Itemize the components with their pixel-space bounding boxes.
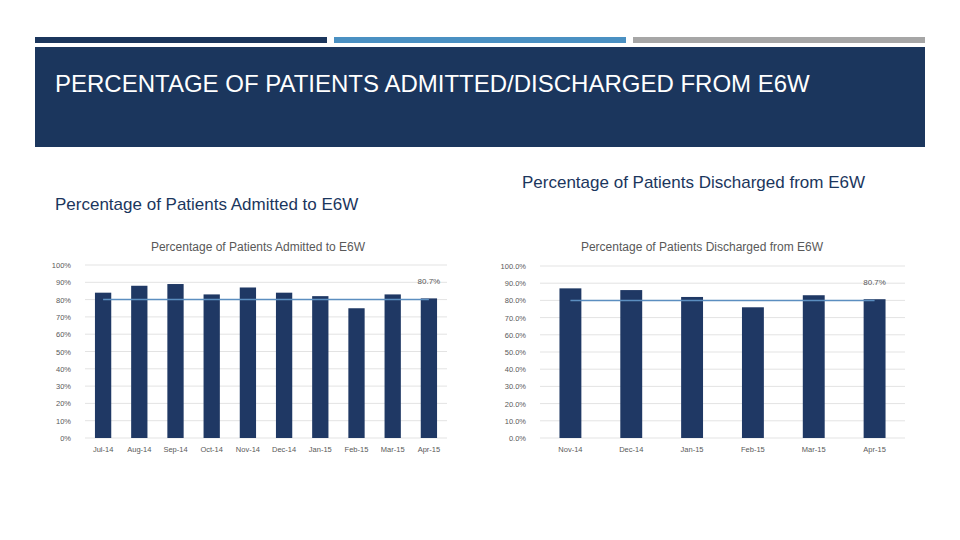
y-tick-label: 90.0% <box>505 279 527 288</box>
y-tick-label: 100% <box>52 261 72 270</box>
x-tick-label: Dec-14 <box>272 445 296 454</box>
grid-line <box>540 403 905 404</box>
chart: Percentage of Patients Discharged from E… <box>501 240 905 454</box>
x-tick-label: Sep-14 <box>163 445 187 454</box>
y-tick-label: 50% <box>56 348 71 357</box>
grid-line <box>540 438 905 439</box>
y-tick-label: 0.0% <box>509 434 526 443</box>
y-tick-label: 50.0% <box>505 348 527 357</box>
plot-area <box>559 288 885 438</box>
x-tick-label: Mar-15 <box>381 445 405 454</box>
y-tick-label: 70% <box>56 313 71 322</box>
grid-line <box>540 317 905 318</box>
x-tick-label: Dec-14 <box>619 445 643 454</box>
y-tick-label: 40.0% <box>505 365 527 374</box>
bar <box>620 290 642 438</box>
y-tick-label: 60% <box>56 330 71 339</box>
grid-line <box>540 386 905 387</box>
grid-line <box>540 420 905 421</box>
bar <box>95 293 111 438</box>
chart: Percentage of Patients Admitted to E6W 0%… <box>52 240 447 454</box>
charts: Percentage of Patients Admitted to E6W 0%… <box>0 0 960 540</box>
grid-line <box>540 283 905 284</box>
bar <box>131 286 147 438</box>
y-tick-label: 100.0% <box>501 262 527 271</box>
y-tick-label: 20% <box>56 399 71 408</box>
slide-title: PERCENTAGE OF PATIENTS ADMITTED/DISCHARG… <box>55 66 855 102</box>
y-tick-label: 80.0% <box>505 296 527 305</box>
accent-bar <box>633 37 925 43</box>
target-line <box>570 300 874 302</box>
grid-line <box>540 300 905 301</box>
subtitle: Percentage of Patients Admitted to E6W <box>55 194 455 216</box>
slide: PERCENTAGE OF PATIENTS ADMITTED/DISCHARG… <box>0 0 960 540</box>
y-tick-label: 0% <box>60 434 71 443</box>
x-tick-label: Nov-14 <box>236 445 260 454</box>
y-tick-label: 60.0% <box>505 331 527 340</box>
y-tick-label: 20.0% <box>505 400 527 409</box>
y-tick-label: 80% <box>56 296 71 305</box>
y-tick-label: 90% <box>56 278 71 287</box>
chart-title: Percentage of Patients Discharged from E… <box>581 240 824 254</box>
y-tick-label: 30% <box>56 382 71 391</box>
bar <box>559 288 581 438</box>
y-tick-label: 40% <box>56 365 71 374</box>
y-tick-label: 10.0% <box>505 417 527 426</box>
plot-area <box>95 284 437 438</box>
x-tick-label: Jan-15 <box>309 445 332 454</box>
bar <box>312 296 328 438</box>
y-tick-label: 30.0% <box>505 382 527 391</box>
bar <box>803 295 825 438</box>
grid-line <box>85 265 447 266</box>
data-label: 80.7% <box>418 277 441 286</box>
grid-line <box>540 334 905 335</box>
grid-line <box>540 369 905 370</box>
bar <box>864 299 886 438</box>
x-tick-label: Oct-14 <box>200 445 223 454</box>
grid-line <box>85 299 447 300</box>
x-tick-label: Aug-14 <box>127 445 151 454</box>
x-tick-label: Nov-14 <box>558 445 582 454</box>
bar <box>742 307 764 438</box>
bar <box>167 284 183 438</box>
grid-line <box>540 352 905 353</box>
bar <box>240 287 256 438</box>
bar <box>385 294 401 438</box>
x-tick-label: Feb-15 <box>741 445 765 454</box>
y-tick-label: 10% <box>56 417 71 426</box>
grid-line <box>540 266 905 267</box>
x-tick-label: Jul-14 <box>93 445 113 454</box>
bar <box>276 293 292 438</box>
accent-bar <box>334 37 626 43</box>
data-label: 80.7% <box>863 278 886 287</box>
bar <box>348 308 364 438</box>
x-tick-label: Apr-15 <box>863 445 886 454</box>
x-tick-label: Mar-15 <box>802 445 826 454</box>
y-tick-label: 70.0% <box>505 314 527 323</box>
x-tick-label: Jan-15 <box>681 445 704 454</box>
grid-line <box>85 282 447 283</box>
x-tick-label: Feb-15 <box>345 445 369 454</box>
chart-title: Percentage of Patients Admitted to E6W <box>151 240 366 254</box>
target-line <box>103 299 429 301</box>
subtitle: Percentage of Patients Discharged from E… <box>522 172 892 194</box>
bar <box>421 298 437 438</box>
bar <box>681 297 703 438</box>
bar <box>204 294 220 438</box>
accent-bar <box>35 37 327 43</box>
x-tick-label: Apr-15 <box>418 445 441 454</box>
